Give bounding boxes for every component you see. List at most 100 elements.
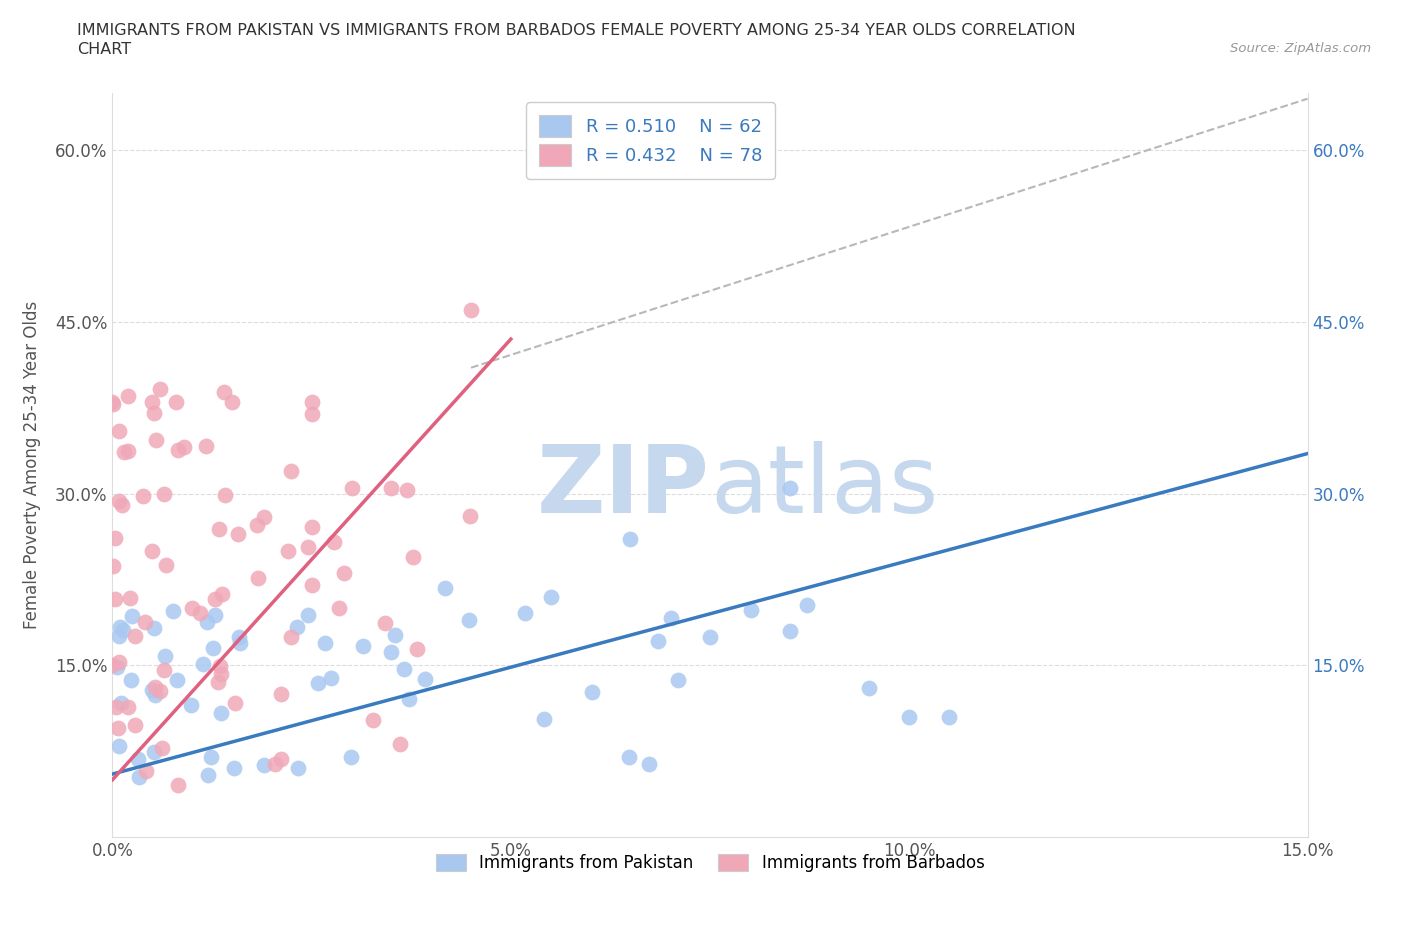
Point: [155, 557, 177, 572]
Point: [457, 612, 479, 627]
Point: [208, 522, 231, 537]
Point: [395, 483, 418, 498]
Text: atlas: atlas: [710, 442, 938, 533]
Point: [108, 423, 131, 438]
Point: [285, 620, 308, 635]
Point: [264, 756, 287, 771]
Point: [121, 608, 143, 623]
Point: [307, 675, 329, 690]
Point: [361, 712, 384, 727]
Point: [204, 592, 226, 607]
Point: [434, 580, 457, 595]
Point: [322, 534, 344, 549]
Point: [209, 705, 232, 720]
Point: [191, 657, 214, 671]
Point: [209, 658, 232, 673]
Point: [647, 633, 669, 648]
Point: [619, 532, 641, 547]
Point: [141, 394, 163, 409]
Point: [124, 629, 146, 644]
Point: [134, 615, 156, 630]
Point: [141, 543, 163, 558]
Point: [107, 629, 129, 644]
Point: [222, 761, 245, 776]
Point: [162, 604, 184, 618]
Point: [352, 639, 374, 654]
Point: [247, 571, 270, 586]
Point: [659, 610, 682, 625]
Point: [108, 655, 131, 670]
Point: [167, 777, 190, 792]
Point: [204, 607, 226, 622]
Point: [533, 711, 555, 726]
Point: [224, 696, 246, 711]
Point: [252, 510, 274, 525]
Point: [195, 439, 218, 454]
Point: [270, 687, 292, 702]
Point: [173, 440, 195, 455]
Point: [211, 587, 233, 602]
Point: [226, 526, 249, 541]
Point: [108, 620, 131, 635]
Point: [413, 672, 436, 687]
Point: [401, 550, 423, 565]
Text: ZIP: ZIP: [537, 442, 710, 533]
Point: [297, 607, 319, 622]
Y-axis label: Female Poverty Among 25-34 Year Olds: Female Poverty Among 25-34 Year Olds: [24, 301, 41, 629]
Point: [209, 666, 232, 681]
Point: [188, 605, 211, 620]
Point: [150, 740, 173, 755]
Point: [253, 758, 276, 773]
Point: [229, 635, 252, 650]
Point: [101, 559, 124, 574]
Point: [143, 687, 166, 702]
Point: [392, 661, 415, 676]
Point: [104, 700, 127, 715]
Point: [246, 517, 269, 532]
Point: [111, 498, 134, 512]
Text: IMMIGRANTS FROM PAKISTAN VS IMMIGRANTS FROM BARBADOS FEMALE POVERTY AMONG 25-34 : IMMIGRANTS FROM PAKISTAN VS IMMIGRANTS F…: [77, 23, 1076, 38]
Point: [108, 738, 131, 753]
Text: Source: ZipAtlas.com: Source: ZipAtlas.com: [1230, 42, 1371, 55]
Point: [104, 531, 127, 546]
Point: [101, 397, 124, 412]
Point: [127, 752, 149, 767]
Point: [277, 543, 299, 558]
Point: [301, 578, 323, 592]
Point: [328, 601, 350, 616]
Point: [384, 628, 406, 643]
Point: [135, 764, 157, 778]
Point: [124, 718, 146, 733]
Point: [388, 737, 411, 751]
Point: [120, 672, 142, 687]
Point: [280, 630, 302, 644]
Point: [214, 487, 236, 502]
Point: [779, 623, 801, 638]
Point: [105, 659, 128, 674]
Point: [165, 394, 187, 409]
Point: [340, 481, 363, 496]
Point: [619, 749, 641, 764]
Point: [107, 493, 129, 508]
Point: [141, 683, 163, 698]
Point: [460, 303, 482, 318]
Point: [117, 389, 139, 404]
Point: [458, 509, 481, 524]
Point: [540, 590, 562, 604]
Point: [143, 745, 166, 760]
Point: [228, 630, 250, 644]
Point: [117, 444, 139, 458]
Text: CHART: CHART: [77, 42, 131, 57]
Point: [287, 761, 309, 776]
Point: [145, 433, 167, 448]
Point: [380, 481, 402, 496]
Point: [319, 671, 342, 685]
Point: [297, 539, 319, 554]
Point: [280, 464, 302, 479]
Point: [155, 649, 177, 664]
Point: [898, 710, 921, 724]
Point: [779, 481, 801, 496]
Point: [143, 680, 166, 695]
Point: [699, 630, 721, 644]
Point: [101, 394, 124, 409]
